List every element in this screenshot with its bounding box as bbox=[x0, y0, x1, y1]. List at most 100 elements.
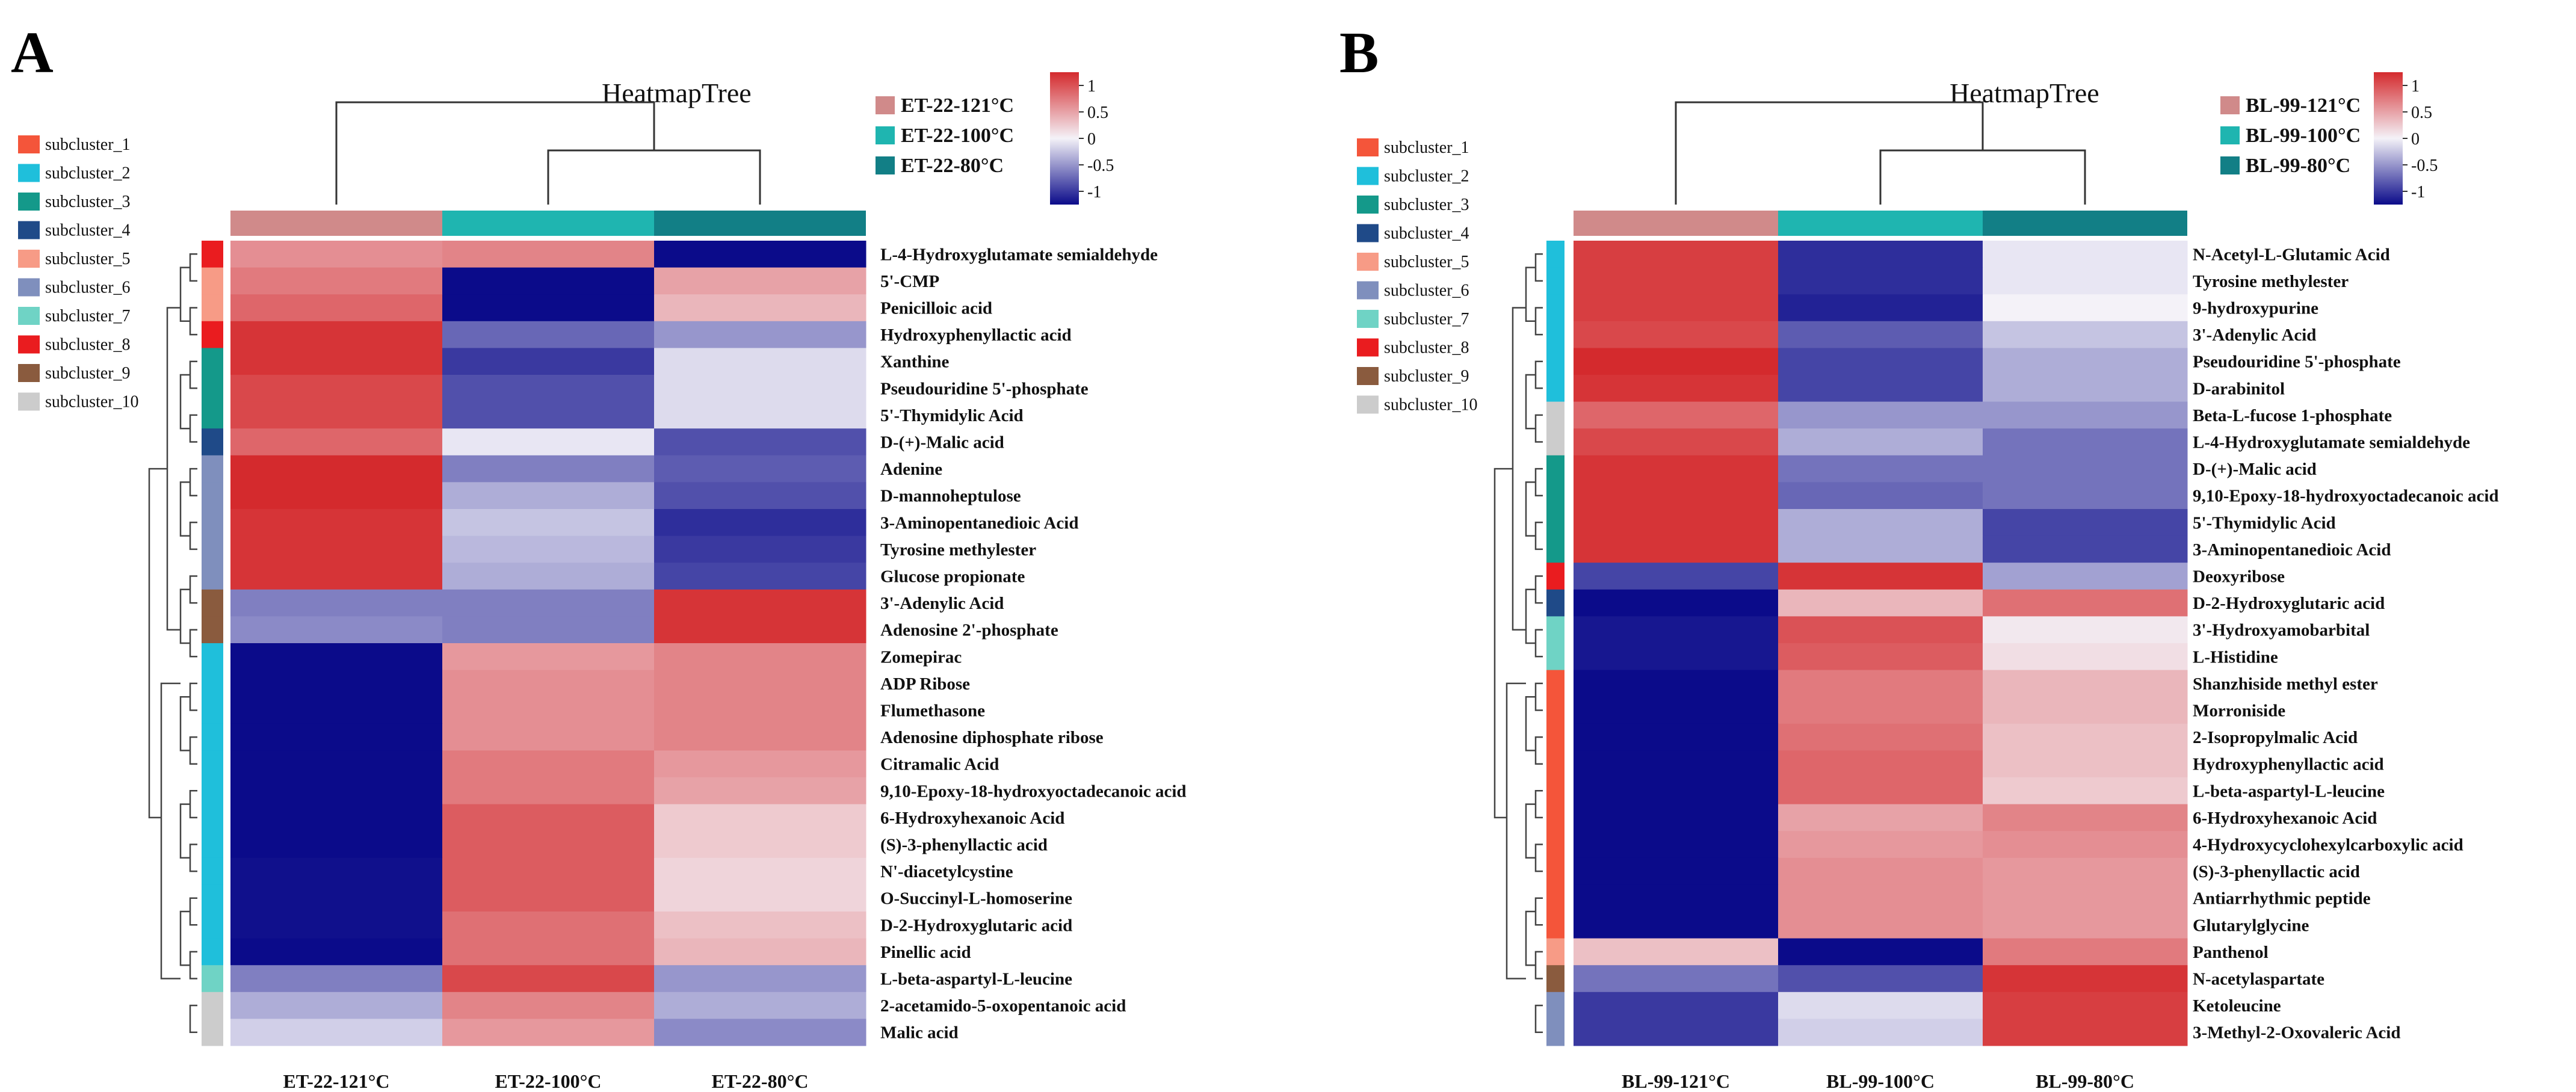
heatmap-cell bbox=[1778, 348, 1983, 375]
subcluster-label: subcluster_2 bbox=[1384, 167, 1469, 186]
row-subcluster-bar bbox=[1546, 321, 1564, 348]
subcluster-label: subcluster_9 bbox=[45, 364, 131, 383]
panel-b: B HeatmapTree subcluster_1 subcluster_2subc… bbox=[1339, 20, 2499, 1092]
heatmap-cell bbox=[230, 750, 443, 778]
group-legend-swatch bbox=[876, 126, 895, 144]
row-subcluster-bar bbox=[1546, 992, 1564, 1019]
heatmap-cell bbox=[654, 831, 866, 859]
heatmap-cell bbox=[654, 563, 866, 590]
heatmap-cell bbox=[1778, 375, 1983, 403]
row-subcluster-bar bbox=[1546, 643, 1564, 671]
row-subcluster-bar bbox=[1546, 884, 1564, 912]
heatmap-cell bbox=[1778, 965, 1983, 993]
heatmap-cell bbox=[1778, 509, 1983, 537]
row-subcluster-bar bbox=[202, 965, 223, 993]
heatmap-cell bbox=[230, 241, 443, 268]
heatmap-cell bbox=[442, 563, 655, 590]
group-legend-swatch bbox=[2220, 126, 2240, 144]
heatmap-cell bbox=[442, 857, 655, 885]
subcluster-swatch bbox=[18, 135, 40, 153]
heatmap-cell bbox=[1574, 267, 1779, 295]
heatmap-cell bbox=[1983, 804, 2188, 831]
heatmap-cell bbox=[1574, 241, 1779, 268]
heatmap-cell bbox=[1574, 723, 1779, 751]
dendrogram-branch bbox=[179, 910, 190, 966]
heatmap-cell bbox=[230, 267, 443, 295]
dendrogram-branch bbox=[1525, 481, 1536, 537]
group-legend-swatch bbox=[2220, 156, 2240, 174]
scale-tick-label: 1 bbox=[2411, 77, 2420, 96]
dendrogram-branch bbox=[1512, 307, 1526, 631]
column-label: BL-99-121°C bbox=[1622, 1070, 1730, 1092]
dendrogram-branch bbox=[1675, 101, 1984, 205]
row-label: (S)-3-phenyllactic acid bbox=[2193, 862, 2360, 881]
heatmap-cell bbox=[442, 804, 655, 831]
heatmap-cell bbox=[1574, 884, 1779, 912]
dendrogram-branch bbox=[1525, 803, 1536, 859]
row-label: Tyrosine methylester bbox=[2193, 272, 2349, 291]
heatmap-cell bbox=[1983, 267, 2188, 295]
heatmap-cell bbox=[654, 857, 866, 885]
row-label: Adenosine 2'-phosphate bbox=[880, 621, 1058, 640]
row-label: Flumethasone bbox=[880, 702, 985, 721]
dendrogram-branch bbox=[189, 629, 197, 658]
heatmap-cell bbox=[1778, 777, 1983, 805]
heatmap-cell bbox=[1574, 294, 1779, 322]
heatmap-cell bbox=[442, 723, 655, 751]
row-label: Morroniside bbox=[2193, 702, 2285, 721]
scale-tick-label: 0 bbox=[2411, 130, 2420, 149]
row-subcluster-bar bbox=[202, 321, 223, 348]
subcluster-swatch bbox=[18, 364, 40, 382]
heatmap-cell bbox=[1778, 589, 1983, 617]
heatmap-cell bbox=[1983, 750, 2188, 778]
row-label: Zomepirac bbox=[880, 647, 962, 667]
row-subcluster-bar bbox=[202, 428, 223, 456]
row-subcluster-bar bbox=[202, 670, 223, 697]
heatmap-cell bbox=[442, 643, 655, 671]
subcluster-label: subcluster_10 bbox=[1384, 396, 1478, 415]
row-subcluster-bar bbox=[1546, 831, 1564, 859]
dendrogram-branch bbox=[166, 307, 181, 631]
heatmap-cell bbox=[1983, 670, 2188, 697]
heatmap-cell bbox=[654, 267, 866, 295]
row-subcluster-bar bbox=[1546, 670, 1564, 697]
dendrogram-branch bbox=[179, 588, 190, 644]
heatmap-cell bbox=[230, 992, 443, 1019]
scale-tick-label: 0.5 bbox=[1087, 103, 1108, 122]
heatmap-cell bbox=[1778, 723, 1983, 751]
row-subcluster-bar bbox=[1546, 723, 1564, 751]
heatmap-cell bbox=[230, 697, 443, 724]
dendrogram-branch bbox=[179, 267, 190, 322]
dendrogram-branch bbox=[1525, 267, 1536, 322]
subcluster-swatch bbox=[1357, 281, 1379, 300]
dendrogram-branch bbox=[335, 101, 655, 205]
heatmap-cell bbox=[654, 992, 866, 1019]
row-label: L-4-Hydroxyglutamate semialdehyde bbox=[2193, 433, 2470, 452]
heatmap-cell bbox=[1778, 643, 1983, 671]
heatmap-cell bbox=[442, 670, 655, 697]
heatmap-cell bbox=[1778, 321, 1983, 348]
dendrogram-branch bbox=[189, 253, 197, 282]
row-subcluster-bar bbox=[1546, 482, 1564, 510]
row-subcluster-bar bbox=[1546, 428, 1564, 456]
heatmap-cell bbox=[230, 455, 443, 483]
subcluster-label: subcluster_1 bbox=[1384, 138, 1469, 157]
row-subcluster-bar bbox=[1546, 348, 1564, 375]
heatmap-cell bbox=[1778, 616, 1983, 644]
heatmap-cell bbox=[654, 589, 866, 617]
heatmap-cell bbox=[1778, 455, 1983, 483]
row-subcluster-bar bbox=[202, 241, 223, 268]
heatmap-cell bbox=[654, 938, 866, 966]
subcluster-swatch bbox=[18, 221, 40, 239]
subcluster-swatch bbox=[1357, 167, 1379, 185]
group-legend-swatch bbox=[876, 156, 895, 174]
row-subcluster-bar bbox=[202, 912, 223, 939]
subcluster-swatch bbox=[18, 164, 40, 182]
row-subcluster-bar bbox=[202, 294, 223, 322]
heatmap-cell bbox=[654, 321, 866, 348]
row-label: Pinellic acid bbox=[880, 943, 971, 962]
heatmap-cell bbox=[1983, 643, 2188, 671]
heatmap-cell bbox=[442, 267, 655, 295]
group-legend-label: ET-22-100°C bbox=[901, 125, 1014, 147]
heatmap-cell bbox=[230, 401, 443, 429]
